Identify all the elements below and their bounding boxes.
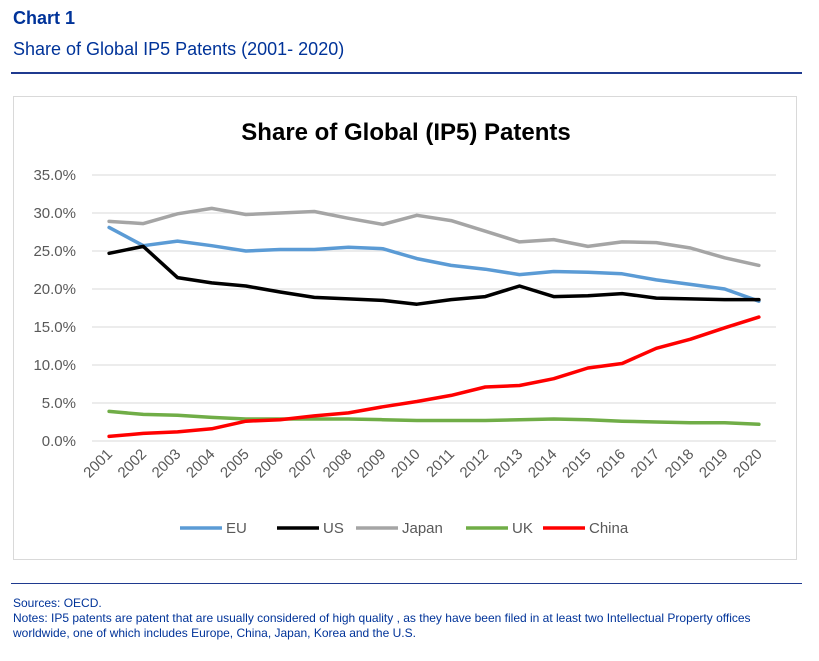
legend-label-us: US [323, 520, 344, 537]
chart-title: Share of Global (IP5) Patents [241, 119, 570, 146]
x-tick-label: 2008 [320, 446, 356, 482]
x-tick-label: 2016 [593, 446, 629, 482]
x-tick-label: 2010 [388, 446, 424, 482]
y-tick-label: 30.0% [33, 205, 76, 222]
x-tick-label: 2014 [525, 446, 561, 482]
x-tick-label: 2007 [286, 446, 322, 482]
line-chart: Share of Global (IP5) Patents 0.0% 5.0% 10… [33, 119, 776, 537]
x-tick-label: 2004 [183, 446, 219, 482]
series-line-us [107, 244, 761, 306]
legend: EU US Japan UK China [180, 520, 629, 537]
x-tick-label: 2005 [217, 446, 253, 482]
y-tick-label: 20.0% [33, 281, 76, 298]
footnotes: Sources: OECD. Notes: IP5 patents are pa… [13, 596, 803, 641]
header-divider [11, 72, 802, 74]
legend-label-china: China [589, 520, 629, 537]
legend-label-eu: EU [226, 520, 247, 537]
x-tick-label: 2018 [662, 446, 698, 482]
x-axis: 2001200220032004200520062007200820092010… [80, 446, 765, 482]
y-tick-label: 35.0% [33, 167, 76, 184]
chart-subtitle: Share of Global IP5 Patents (2001- 2020) [13, 39, 345, 59]
x-tick-label: 2009 [354, 446, 390, 482]
x-tick-label: 2001 [80, 446, 116, 482]
legend-label-uk: UK [512, 520, 533, 537]
series-line-china [107, 315, 761, 439]
legend-label-japan: Japan [402, 520, 443, 537]
x-tick-label: 2011 [423, 446, 458, 481]
x-tick-label: 2015 [559, 446, 595, 482]
y-tick-label: 5.0% [42, 395, 76, 412]
series-line-japan [107, 206, 761, 268]
x-tick-label: 2020 [730, 446, 766, 482]
notes-text: Notes: IP5 patents are patent that are u… [13, 611, 751, 640]
series-lines [107, 206, 761, 439]
x-tick-label: 2012 [457, 446, 493, 482]
y-tick-label: 0.0% [42, 433, 76, 450]
chart-number: Chart 1 [13, 8, 76, 28]
x-tick-label: 2006 [251, 446, 287, 482]
gridlines [92, 174, 776, 442]
sources-text: Sources: OECD. [13, 596, 102, 610]
y-tick-label: 25.0% [33, 243, 76, 260]
x-tick-label: 2002 [115, 446, 151, 482]
chart-frame: Share of Global (IP5) Patents 0.0% 5.0% 10… [13, 96, 797, 560]
x-tick-label: 2019 [696, 446, 732, 482]
series-line-eu [107, 225, 761, 303]
y-tick-label: 10.0% [33, 357, 76, 374]
series-line-uk [107, 409, 761, 427]
y-tick-label: 15.0% [33, 319, 76, 336]
x-tick-label: 2003 [149, 446, 185, 482]
x-tick-label: 2017 [628, 446, 664, 482]
x-tick-label: 2013 [491, 446, 527, 482]
y-axis: 0.0% 5.0% 10.0% 15.0% 20.0% 25.0% 30.0% 35.0% [33, 167, 76, 450]
footer-divider [11, 583, 802, 584]
